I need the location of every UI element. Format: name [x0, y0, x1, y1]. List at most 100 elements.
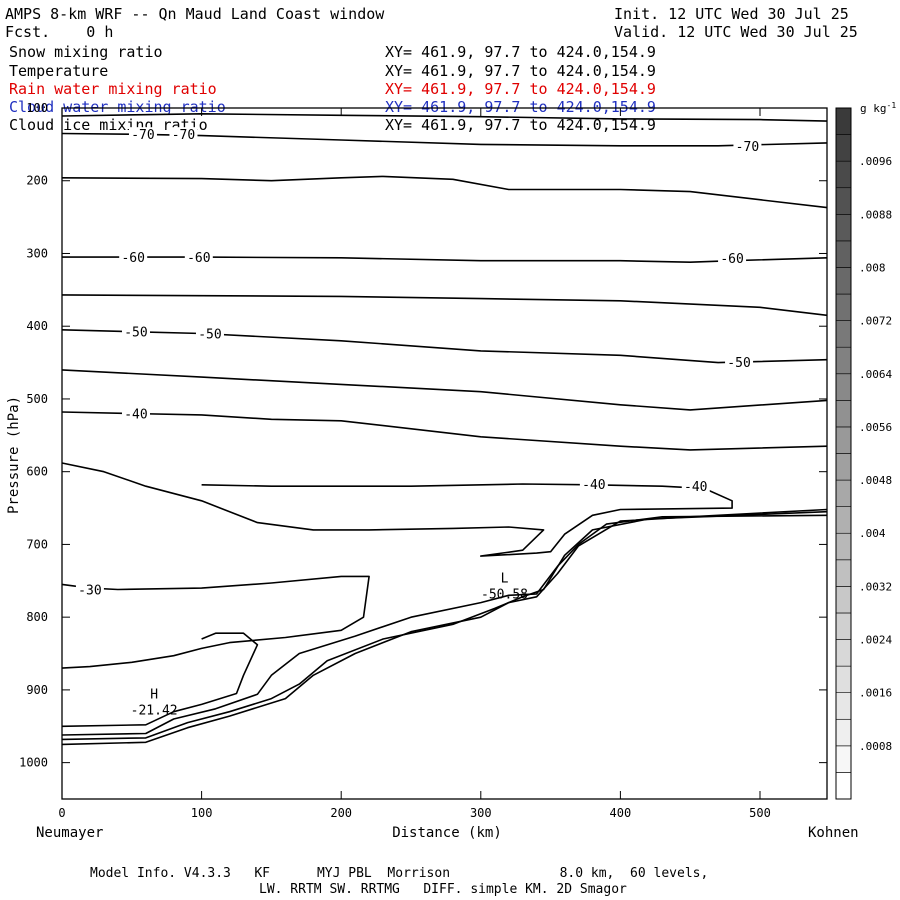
- y-axis-label: Pressure (hPa): [6, 396, 22, 514]
- init-time: Init. 12 UTC Wed 30 Jul 25: [614, 5, 849, 23]
- isotherm-line: [61, 462, 733, 557]
- field-xy-cloud-water: XY= 461.9, 97.7 to 424.0,154.9: [385, 98, 656, 116]
- colorbar-swatch: [835, 453, 852, 481]
- x-tick-label: 500: [749, 806, 771, 820]
- isotherm-line: [61, 369, 828, 411]
- x-tick-label: 300: [470, 806, 492, 820]
- contour-label: -50: [727, 356, 750, 371]
- contour-label: -60: [121, 251, 144, 266]
- colorbar-swatch: [835, 240, 852, 268]
- model-info-line2: LW. RRTM SW. RRTMG DIFF. simple KM. 2D S…: [259, 882, 627, 897]
- colorbar-tick-label: .0024: [859, 634, 892, 647]
- colorbar-unit: g kg-1: [860, 101, 896, 115]
- isotherm-line: [61, 113, 828, 122]
- colorbar-swatch: [835, 718, 852, 747]
- isotherm-line: [61, 329, 828, 364]
- x-axis-label: Distance (km): [392, 825, 502, 841]
- y-tick-label: 100: [26, 101, 48, 115]
- colorbar-swatch: [835, 692, 852, 720]
- contour-label: -50: [198, 327, 221, 342]
- contour-label: -30: [78, 584, 101, 599]
- y-tick-label: 900: [26, 683, 48, 697]
- contour-label-bg: [128, 127, 157, 142]
- field-name-cloud-water: Cloud water mixing ratio: [9, 98, 226, 116]
- colorbar-swatch: [835, 107, 852, 135]
- colorbar-swatch: [835, 134, 852, 162]
- extremum-marker: H: [150, 687, 158, 702]
- colorbar-tick-label: .0056: [859, 421, 892, 434]
- x-tick-label: 400: [610, 806, 632, 820]
- colorbar-tick-label: .0096: [859, 155, 892, 168]
- colorbar-swatch: [835, 612, 852, 640]
- y-tick-label: 700: [26, 537, 48, 551]
- colorbar-swatch: [835, 426, 852, 454]
- x-tick-label: 0: [58, 806, 65, 820]
- y-tick-label: 600: [26, 465, 48, 479]
- isotherm-layer: [61, 113, 828, 746]
- contour-label-bg: [169, 127, 198, 142]
- isotherm-line: [61, 175, 828, 209]
- colorbar: .0096 .0088 .008 .0072 .0064 .0056 .0048 .004 .0…: [835, 107, 892, 800]
- field-xy-rain: XY= 461.9, 97.7 to 424.0,154.9: [385, 80, 656, 98]
- isotherm-line: [61, 294, 828, 317]
- colorbar-swatch: [835, 400, 852, 428]
- field-name-rain: Rain water mixing ratio: [9, 80, 217, 98]
- forecast-hour: Fcst. 0 h: [5, 23, 114, 41]
- isotherm-line: [61, 575, 370, 669]
- colorbar-swatch: [835, 320, 852, 348]
- extremum-value: -50.58: [481, 588, 528, 603]
- contour-label-bg: [195, 326, 224, 341]
- contour-label: -50: [124, 325, 147, 340]
- contour-label-bg: [121, 324, 150, 339]
- contour-label-bg: [681, 479, 710, 494]
- extremum-marker: L: [501, 572, 509, 587]
- colorbar-tick-label: .0064: [859, 368, 892, 381]
- x-tick-label: 100: [191, 806, 213, 820]
- y-tick-label: 200: [26, 174, 48, 188]
- contour-label-bg: [579, 477, 608, 492]
- contour-label-bg: [733, 138, 762, 153]
- colorbar-swatch: [835, 293, 852, 321]
- extremum-value: -21.42: [131, 703, 178, 718]
- extrema-layer: H-21.42 L-50.58: [131, 572, 528, 719]
- colorbar-swatch: [835, 479, 852, 507]
- plot-frame: [61, 107, 828, 800]
- colorbar-swatch: [835, 214, 852, 242]
- colorbar-tick-label: .0088: [859, 208, 892, 221]
- contour-label: -40: [684, 480, 707, 495]
- contour-label-bg: [184, 250, 213, 265]
- field-xy-temperature: XY= 461.9, 97.7 to 424.0,154.9: [385, 62, 656, 80]
- colorbar-tick-label: .0048: [859, 474, 892, 487]
- colorbar-tick-label: .0032: [859, 580, 892, 593]
- colorbar-swatch: [835, 267, 852, 295]
- x-end-station: Kohnen: [808, 825, 859, 841]
- model-info-line1: Model Info. V4.3.3 KF MYJ PBL Morrison 8…: [90, 866, 709, 881]
- colorbar-tick-label: .0008: [859, 740, 892, 753]
- contour-label-bg: [718, 250, 747, 265]
- isotherm-line: [61, 508, 828, 746]
- isotherm-line: [61, 411, 828, 451]
- x-tick-label: 200: [330, 806, 352, 820]
- colorbar-swatch: [835, 373, 852, 401]
- colorbar-swatch: [835, 772, 852, 800]
- isotherm-line: [61, 632, 259, 728]
- colorbar-frame: [835, 107, 852, 800]
- y-tick-label: 300: [26, 246, 48, 260]
- contour-label-layer: -70 -70 -70 -60 -60 -60 -50 -50 -50 -40 -40 -40 -30: [75, 127, 762, 599]
- contour-label: -40: [124, 407, 147, 422]
- contour-label: -60: [187, 251, 210, 266]
- chart-title: AMPS 8-km WRF -- Qn Maud Land Coast wind…: [5, 5, 385, 23]
- colorbar-tick-label: .004: [859, 527, 886, 540]
- contour-label-bg: [121, 406, 150, 421]
- isotherm-line: [61, 514, 828, 736]
- field-xy-cloud-ice: XY= 461.9, 97.7 to 424.0,154.9: [385, 116, 656, 134]
- colorbar-swatch: [835, 745, 852, 773]
- y-tick-label: 400: [26, 319, 48, 333]
- colorbar-swatch: [835, 639, 852, 667]
- contour-label: -70: [172, 128, 195, 143]
- colorbar-swatch: [835, 160, 852, 189]
- colorbar-swatch: [835, 559, 852, 587]
- colorbar-swatch: [835, 506, 852, 534]
- contour-label-bg: [725, 354, 754, 369]
